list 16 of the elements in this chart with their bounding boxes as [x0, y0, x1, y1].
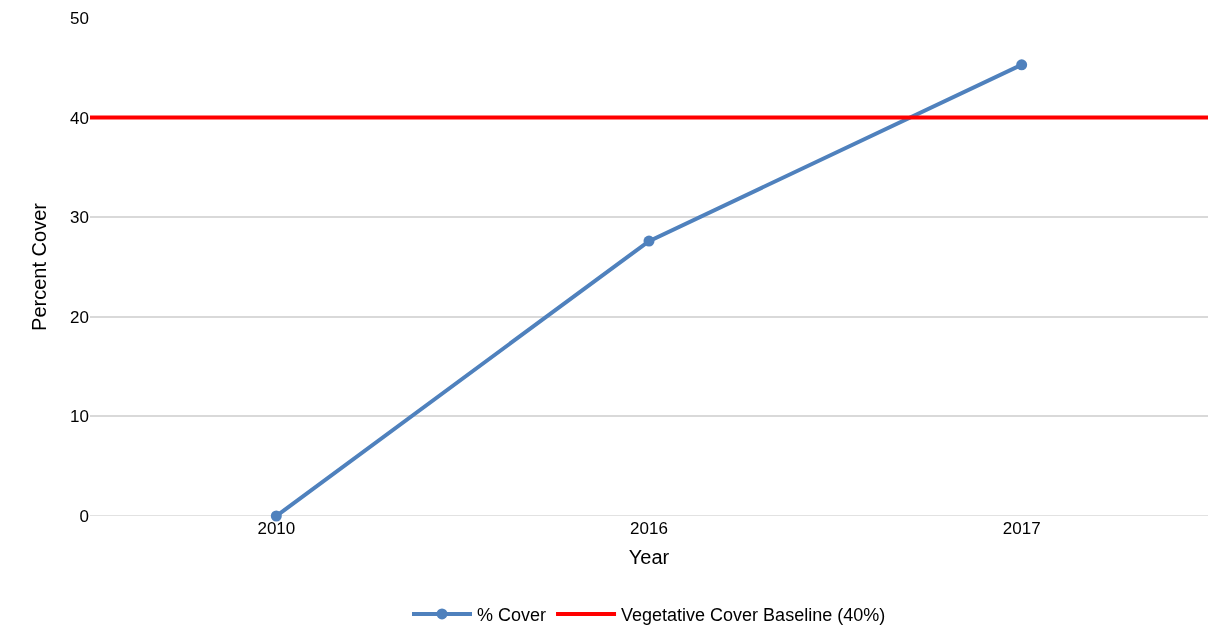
y-axis-title: Percent Cover [27, 202, 50, 331]
legend-label: Vegetative Cover Baseline (40%) [621, 604, 886, 625]
x-tick-label: 2017 [1002, 519, 1041, 538]
y-tick-label: 10 [70, 407, 89, 427]
y-tick-label: 40 [70, 108, 89, 128]
y-tick-label: 20 [70, 307, 89, 327]
y-tick-label: 0 [79, 506, 89, 526]
y-tick-label: 50 [70, 8, 89, 28]
legend-label: % Cover [477, 604, 547, 625]
point [270, 510, 282, 522]
point [1016, 59, 1028, 71]
point [643, 235, 655, 247]
x-tick-label: 2016 [630, 519, 668, 538]
y-tick-label: 30 [70, 208, 89, 228]
x-tick-label: 2010 [257, 519, 296, 538]
x-axis-title: Year [628, 545, 670, 568]
